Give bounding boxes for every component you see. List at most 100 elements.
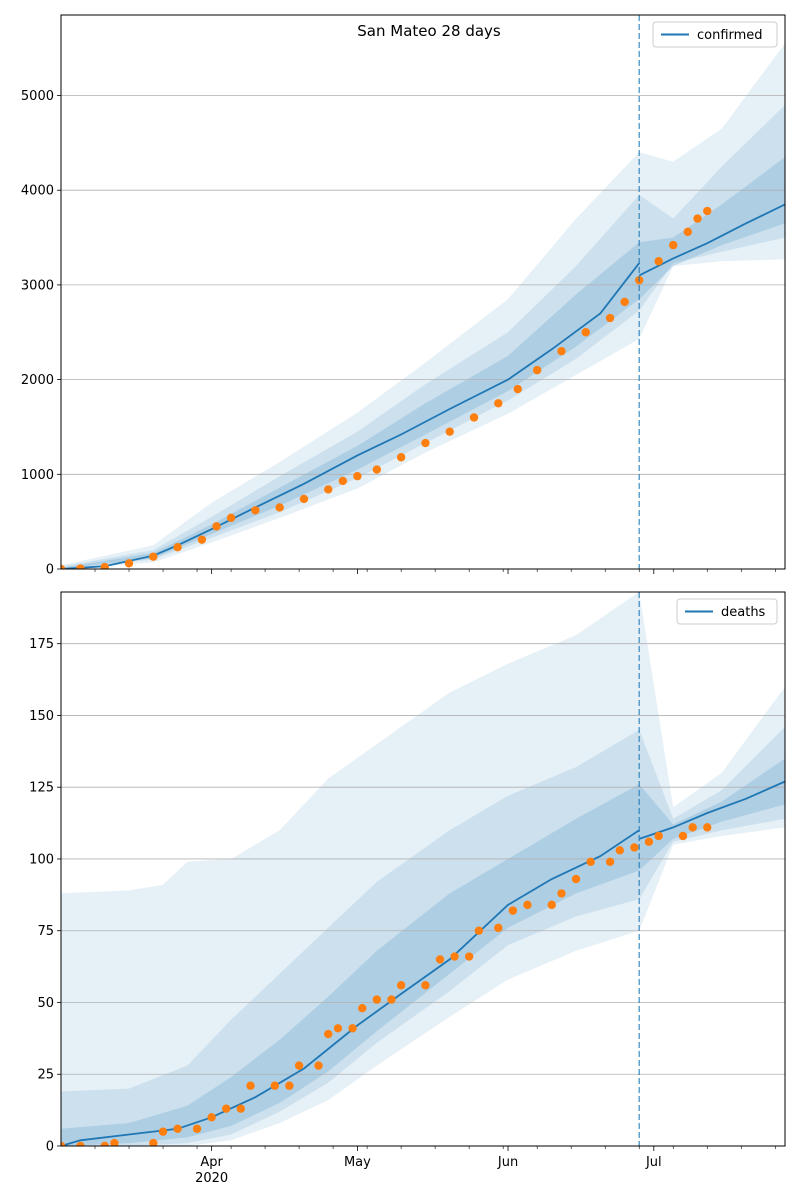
observed-point	[605, 857, 615, 867]
y-tick-label: 175	[29, 637, 54, 652]
observed-point	[197, 535, 207, 544]
y-tick-label: 125	[29, 781, 54, 796]
observed-point	[76, 1141, 85, 1146]
observed-point	[100, 1141, 109, 1146]
observed-point	[620, 297, 629, 307]
observed-point	[571, 874, 581, 884]
observed-point	[678, 831, 688, 841]
observed-point	[494, 399, 503, 408]
x-tick-sublabel: 2020	[195, 1171, 228, 1186]
chart-panel-1: 0 1000 2000 3000 4000 5000 San Mateo 28 days co…	[21, 14, 786, 578]
observed-point	[630, 843, 639, 852]
x-tick-label: Jul	[645, 1155, 662, 1170]
observed-point	[644, 837, 654, 846]
observed-point	[450, 952, 459, 961]
observed-point	[547, 900, 556, 910]
observed-point	[683, 227, 693, 237]
observed-point	[149, 552, 158, 561]
observed-point	[324, 1029, 333, 1039]
axes-frame	[60, 14, 786, 570]
y-tick-label: 2000	[21, 373, 54, 388]
y-tick-label: 0	[46, 1140, 54, 1155]
observed-point	[586, 857, 595, 867]
observed-point	[76, 564, 85, 569]
y-tick-label: 3000	[21, 278, 54, 293]
series-line-projection	[638, 780, 785, 840]
observed-point	[348, 1024, 357, 1033]
observed-point	[212, 522, 221, 531]
band-outer	[61, 592, 785, 1146]
observed-point	[158, 1127, 168, 1136]
observed-point	[275, 503, 284, 512]
observed-point	[615, 846, 624, 855]
observed-point	[435, 955, 445, 964]
observed-point	[396, 453, 406, 462]
observed-point	[207, 1113, 216, 1122]
observed-point	[222, 1104, 231, 1113]
band-middle	[61, 726, 785, 1146]
observed-point	[333, 1024, 343, 1033]
observed-point	[61, 1141, 66, 1146]
observed-point	[513, 384, 522, 394]
observed-point	[654, 257, 663, 266]
observed-point	[372, 995, 382, 1004]
legend-box	[676, 598, 778, 625]
observed-point	[508, 906, 518, 915]
chart-title: San Mateo 28 days	[357, 22, 501, 40]
observed-point	[226, 513, 236, 523]
plot-area	[61, 43, 785, 569]
observed-point	[192, 1124, 202, 1133]
observed-point	[124, 559, 134, 568]
observed-point	[693, 214, 702, 223]
y-tick-label: 4000	[21, 184, 54, 199]
y-tick-label: 50	[37, 996, 54, 1011]
series-line-model	[61, 262, 640, 569]
observed-point	[100, 562, 109, 569]
y-tick-label: 75	[37, 924, 54, 939]
observed-point	[421, 438, 430, 448]
observed-point	[703, 206, 712, 216]
observed-point	[338, 476, 348, 486]
observed-point	[581, 328, 590, 337]
axes-frame	[60, 591, 786, 1147]
observed-point	[314, 1061, 323, 1070]
y-tick-label: 5000	[21, 89, 54, 104]
legend: deaths	[676, 598, 778, 625]
observed-point	[110, 1138, 119, 1146]
observed-point	[669, 240, 678, 250]
x-tick-label: Jun	[497, 1155, 518, 1170]
legend-label: deaths	[721, 605, 766, 620]
observed-point	[246, 1081, 255, 1090]
y-tick-label: 0	[46, 563, 54, 578]
observed-point	[396, 981, 406, 990]
observed-point	[494, 923, 503, 933]
observed-point	[654, 831, 663, 841]
observed-point	[353, 471, 362, 481]
observed-point	[173, 1124, 182, 1133]
plot-area	[61, 592, 785, 1146]
y-tick-label: 25	[37, 1068, 54, 1083]
observed-point	[251, 506, 260, 515]
band-outer	[61, 43, 785, 569]
x-tick-label: May	[344, 1155, 371, 1170]
observed-point	[445, 427, 454, 436]
observed-point	[421, 981, 430, 990]
observed-point	[557, 346, 566, 356]
observed-point	[557, 889, 566, 898]
y-tick-label: 150	[29, 709, 54, 724]
observed-point	[358, 1004, 367, 1013]
observed-point	[523, 900, 532, 910]
series-line-projection	[638, 203, 785, 277]
observed-point	[299, 494, 309, 504]
observed-point	[688, 823, 697, 832]
observed-point	[270, 1081, 279, 1090]
observed-point	[464, 952, 474, 961]
y-tick-label: 1000	[21, 468, 54, 483]
observed-point	[324, 485, 333, 494]
legend-label: confirmed	[697, 28, 763, 43]
observed-point	[703, 823, 712, 832]
observed-point	[61, 564, 66, 569]
y-tick-label: 100	[29, 852, 54, 867]
